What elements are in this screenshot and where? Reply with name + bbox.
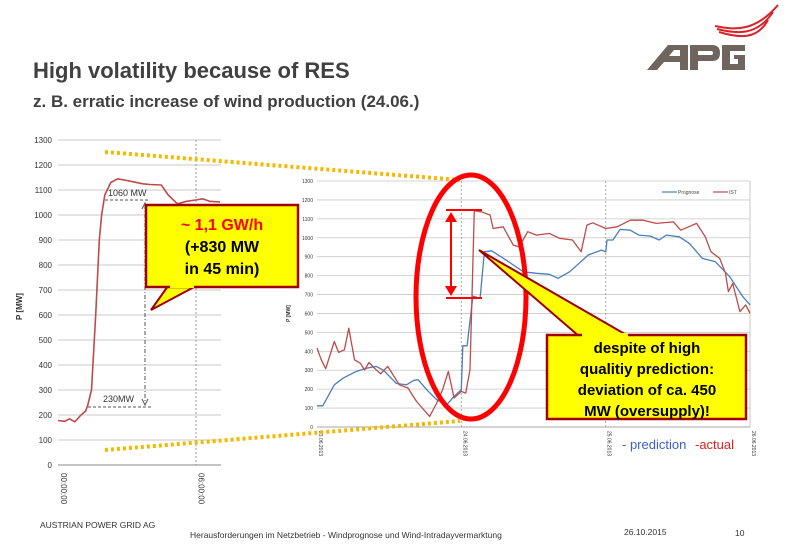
right-y-tick-label: 100 — [305, 406, 314, 412]
right-y-tick-label: 1000 — [302, 236, 313, 242]
right-y-tick-label: 200 — [305, 387, 314, 393]
right-y-axis-label: P [MW] — [286, 305, 292, 322]
logo-swoosh-icon — [714, 4, 779, 38]
left-y-tick-label: 800 — [39, 261, 53, 270]
left-y-tick-label: 400 — [39, 361, 53, 370]
zoom-line-top — [104, 150, 461, 182]
zoom-line-bottom — [104, 419, 461, 452]
left-y-axis-label: P [MW] — [15, 293, 24, 320]
callout-2-line1: despite of high — [594, 340, 701, 357]
highlight-ellipse — [413, 172, 529, 422]
footer-page-number: 10 — [735, 528, 745, 538]
left-x-tick-label: 06:00:00 — [197, 473, 206, 505]
right-x-tick-label: 25.06.2013 — [606, 431, 612, 456]
footer-company: AUSTRIAN POWER GRID AG — [40, 520, 155, 530]
right-y-tick-label: 700 — [305, 293, 314, 299]
left-y-tick-label: 200 — [39, 411, 53, 420]
ramp-double-arrow — [445, 209, 482, 299]
right-x-tick-label: 24.06.2013 — [461, 431, 467, 456]
left-y-tick-label: 1300 — [34, 136, 52, 145]
left-y-tick-label: 1100 — [35, 186, 53, 195]
right-series-prognose — [317, 228, 751, 407]
callout-1-line2: (+830 MW — [185, 239, 260, 256]
callout-2-line4: MW (oversupply)! — [584, 403, 710, 420]
left-y-tick-label: 1200 — [34, 161, 52, 170]
left-y-tick-label: 900 — [39, 236, 53, 245]
note-actual: -actual — [695, 437, 734, 452]
left-y-tick-label: 600 — [39, 311, 53, 320]
right-y-tick-label: 600 — [305, 311, 314, 317]
right-y-tick-label: 1100 — [302, 217, 313, 223]
right-y-tick-label: 0 — [310, 425, 313, 431]
annotation-low: 230MW — [103, 394, 135, 404]
apg-logo — [647, 4, 779, 70]
right-y-tick-label: 1200 — [302, 198, 313, 204]
callout-1-line3: in 45 min) — [185, 261, 260, 278]
slide-title: High volatility because of RES — [33, 58, 350, 83]
footer-topic: Herausforderungen im Netzbetrieb - Windp… — [190, 530, 502, 540]
annotation-high: 1060 MW — [108, 188, 147, 198]
footer-date: 26.10.2015 — [624, 527, 667, 537]
legend-ist: IST — [729, 190, 737, 196]
right-legend: Prognose IST — [662, 190, 737, 196]
left-y-tick-label: 300 — [39, 386, 53, 395]
logo-letters — [647, 45, 745, 70]
left-series-ist — [57, 178, 221, 423]
callout-deviation: despite of high qualitiy prediction: dev… — [478, 249, 748, 421]
left-y-tick-label: 0 — [48, 461, 53, 470]
right-x-tick-label: 26.06.2013 — [750, 431, 756, 456]
callout-ramp-rate: ~ 1,1 GW/h (+830 MW in 45 min) — [144, 203, 300, 311]
callout-1-line1: ~ 1,1 GW/h — [181, 217, 263, 234]
left-y-tick-label: 700 — [39, 286, 53, 295]
left-y-tick-label: 500 — [39, 336, 53, 345]
right-x-tick-label: 23.06.2013 — [317, 431, 323, 456]
legend-prognose: Prognose — [678, 190, 700, 196]
left-y-tick-label: 1000 — [34, 211, 52, 220]
right-y-tick-label: 400 — [305, 349, 314, 355]
callout-2-pointer — [478, 249, 634, 338]
right-y-tick-label: 500 — [305, 330, 314, 336]
right-y-tick-label: 900 — [305, 255, 314, 261]
right-y-tick-label: 300 — [305, 368, 314, 374]
callout-2-line3: deviation of ca. 450 — [578, 382, 716, 399]
right-y-tick-label: 800 — [305, 274, 314, 280]
note-prediction: - prediction — [622, 437, 686, 452]
right-y-tick-label: 1300 — [302, 179, 313, 185]
slide-subtitle: z. B. erratic increase of wind productio… — [33, 92, 419, 111]
callout-2-line2: qualitiy prediction: — [580, 361, 714, 378]
left-x-tick-label: 00:00:00 — [59, 473, 68, 505]
left-y-tick-label: 100 — [39, 436, 53, 445]
right-series-ist — [316, 210, 751, 418]
left-chart: 0 100 200 300 400 500 600 700 800 900 1000 1100 1200… — [15, 136, 221, 505]
